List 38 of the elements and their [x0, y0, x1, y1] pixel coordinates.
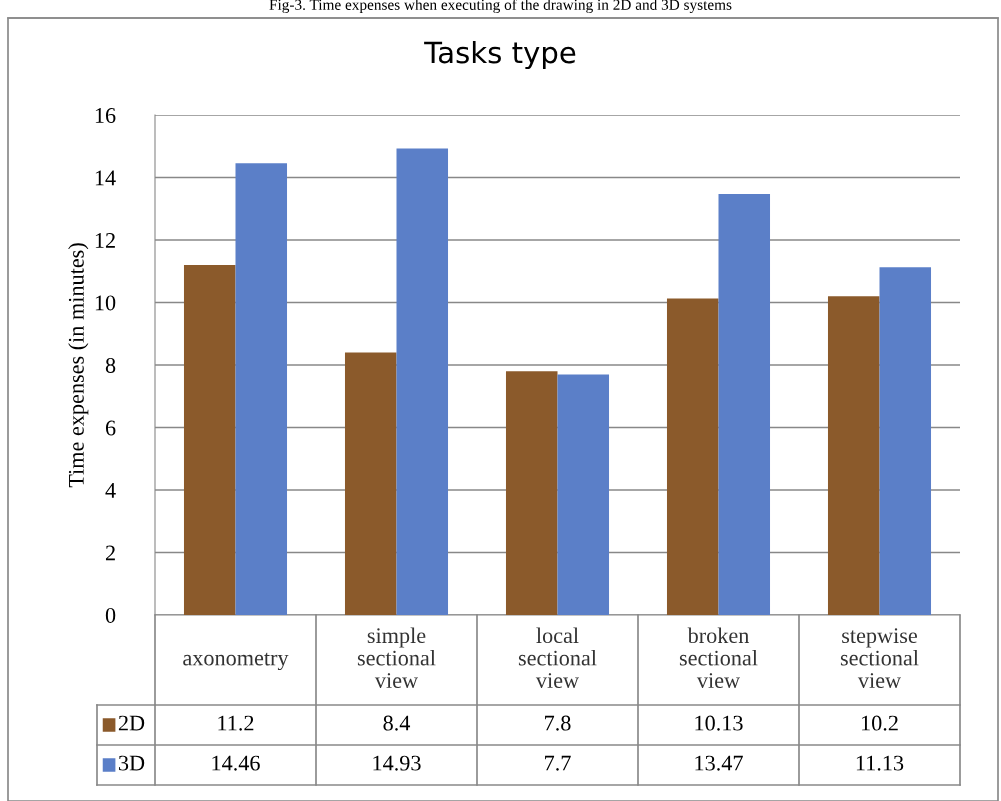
- chart-title: Tasks type: [424, 40, 576, 70]
- bar: [505, 371, 558, 615]
- data-label: 11.2: [218, 715, 254, 731]
- y-axis-title: Time expenses (in minutes): [68, 243, 89, 488]
- x-tick-label: broken sectional view: [679, 627, 758, 689]
- x-tick-label: local sectional view: [518, 627, 597, 689]
- bar: [557, 374, 610, 615]
- x-tick-label: axonometry: [183, 652, 289, 671]
- y-tick-label: 6: [105, 420, 116, 436]
- bar: [827, 296, 880, 615]
- bar: [879, 267, 932, 615]
- legend-label: 2D: [118, 715, 145, 731]
- y-tick-label: 8: [105, 357, 116, 373]
- y-tick-label: 10: [95, 295, 116, 311]
- bar: [666, 298, 719, 615]
- bar: [235, 163, 288, 615]
- data-label: 11.13: [856, 755, 904, 771]
- x-tick-label: stepwise sectional view: [840, 628, 919, 689]
- y-tick-label: 16: [95, 107, 116, 123]
- data-label: 7.8: [545, 715, 571, 731]
- y-tick-label: 12: [95, 232, 115, 248]
- y-tick-label: 14: [95, 170, 116, 186]
- x-tick-label: simple sectional view: [357, 627, 436, 689]
- y-tick-label: 4: [105, 483, 116, 498]
- bar: [183, 265, 236, 615]
- y-tick-label: 2: [105, 545, 115, 561]
- y-tick-label: 0: [105, 607, 116, 623]
- data-label: 10.2: [862, 715, 898, 731]
- data-label: 14.93: [373, 755, 421, 771]
- data-label: 7.7: [545, 755, 571, 771]
- data-label: 10.13: [695, 715, 743, 731]
- bar: [718, 194, 771, 615]
- data-label: 13.47: [695, 755, 743, 771]
- data-label: 14.46: [212, 755, 260, 771]
- bar: [344, 352, 397, 615]
- legend-label: 3D: [118, 755, 145, 771]
- bar: [396, 148, 449, 615]
- data-label: 8.4: [383, 715, 411, 731]
